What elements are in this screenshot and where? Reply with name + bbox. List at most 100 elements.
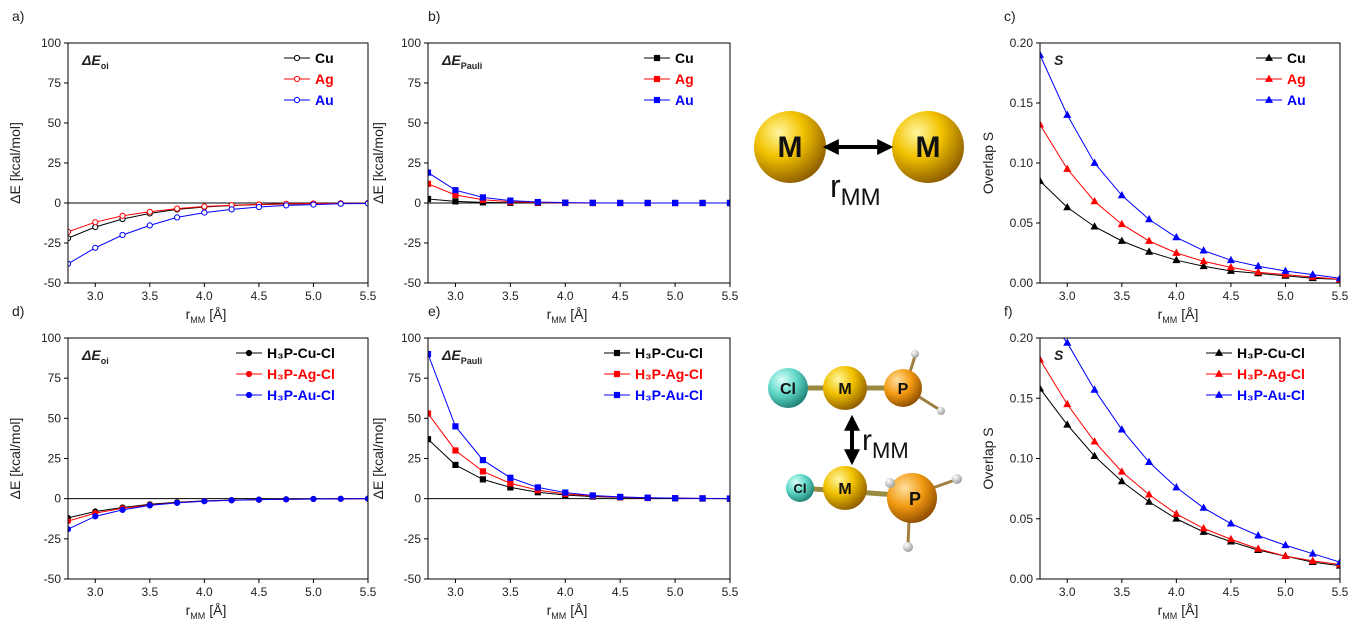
legend-marker (294, 55, 299, 60)
marker (1200, 505, 1206, 511)
marker (256, 497, 261, 502)
marker (311, 496, 316, 501)
series-line (428, 184, 730, 203)
x-tick-label: 5.5 (1332, 289, 1349, 303)
marker (508, 198, 513, 203)
x-axis-label-unit: [Å] (570, 306, 587, 322)
y-tick-label: -25 (44, 236, 62, 250)
chart: b)-50-2502550751003.03.54.04.55.05.5ΔE [… (370, 8, 739, 325)
series-line (1040, 181, 1340, 279)
marker (284, 203, 289, 208)
legend-label: H₃P-Ag-Cl (1237, 366, 1305, 382)
y-axis-label: ΔE [kcal/mol] (370, 122, 386, 204)
x-axis-label-sub: MM (551, 611, 566, 621)
marker (645, 495, 650, 500)
diagram-top: M M rMM (754, 111, 964, 211)
series-line (1040, 389, 1340, 566)
legend-marker (246, 371, 251, 376)
legend-label: Cu (675, 50, 694, 66)
x-tick-label: 4.5 (1223, 585, 1240, 599)
marker (672, 496, 677, 501)
y-tick-label: 75 (408, 371, 422, 385)
marker (1146, 498, 1152, 504)
legend-marker (614, 350, 619, 355)
series-line (1040, 125, 1340, 280)
x-axis-label-unit: [Å] (1181, 602, 1198, 618)
marker (1091, 223, 1097, 229)
panel-label: f) (1004, 303, 1013, 319)
y-tick-label: 0 (414, 492, 421, 506)
marker (202, 204, 207, 209)
marker (338, 201, 343, 206)
marker (284, 497, 289, 502)
x-axis-label-sub: MM (190, 611, 205, 621)
y-tick-label: 75 (48, 76, 62, 90)
marker (480, 477, 485, 482)
annotation-sub: oi (101, 61, 109, 71)
marker (480, 195, 485, 200)
y-tick-label: 100 (401, 36, 421, 50)
marker (453, 448, 458, 453)
marker (229, 207, 234, 212)
series-line (68, 499, 368, 518)
annotation: ΔEPauli (441, 52, 482, 71)
legend-label: Ag (315, 71, 334, 87)
marker (1064, 166, 1070, 172)
annotation: ΔE (81, 347, 101, 363)
marker (256, 204, 261, 209)
x-tick-label: 5.0 (1277, 585, 1294, 599)
x-axis-label: rMM[Å] (1158, 602, 1199, 621)
series-line (428, 414, 730, 499)
y-tick-label: 0.15 (1010, 96, 1034, 110)
marker (480, 469, 485, 474)
y-tick-label: 25 (48, 452, 62, 466)
y-tick-label: 100 (41, 331, 61, 345)
x-tick-label: 4.5 (251, 585, 268, 599)
x-tick-label: 3.0 (87, 585, 104, 599)
distance-label: r (830, 168, 841, 204)
marker (202, 210, 207, 215)
annotation: S (1054, 347, 1064, 363)
x-tick-label: 3.0 (1059, 289, 1076, 303)
marker (453, 462, 458, 467)
y-tick-label: 50 (48, 116, 62, 130)
panel-label: a) (12, 8, 24, 24)
chart: f)0.000.050.100.150.203.03.54.04.55.05.5… (980, 303, 1349, 621)
marker (174, 206, 179, 211)
annotation: ΔE (81, 52, 101, 68)
atom-label: P (909, 489, 921, 509)
marker (535, 199, 540, 204)
x-tick-label: 4.0 (196, 585, 213, 599)
x-tick-label: 3.5 (141, 289, 158, 303)
marker (1200, 247, 1206, 253)
legend-marker (246, 350, 251, 355)
annotation: ΔEPauli (441, 347, 482, 366)
x-tick-label: 4.5 (612, 289, 629, 303)
panel-label: d) (12, 303, 24, 319)
x-tick-label: 3.0 (447, 585, 464, 599)
x-tick-label: 3.5 (1113, 585, 1130, 599)
marker (311, 202, 316, 207)
legend-label: H₃P-Cu-Cl (1237, 345, 1305, 361)
y-tick-label: -25 (404, 236, 422, 250)
marker (508, 475, 513, 480)
y-axis-label: Overlap S (980, 132, 996, 194)
y-tick-label: -50 (44, 276, 62, 290)
x-axis-label-unit: [Å] (570, 602, 587, 618)
x-axis-label-sub: MM (190, 315, 205, 325)
x-tick-label: 4.5 (612, 585, 629, 599)
marker (1037, 304, 1043, 310)
marker (93, 245, 98, 250)
marker (1146, 238, 1152, 244)
legend-marker (654, 76, 659, 81)
marker (453, 188, 458, 193)
annotation-sub: oi (101, 356, 109, 366)
atom-label: Cl (794, 481, 807, 496)
atom (937, 407, 945, 415)
y-tick-label: 50 (408, 116, 422, 130)
y-axis-label: ΔE [kcal/mol] (7, 122, 23, 204)
y-axis-label: ΔE [kcal/mol] (370, 418, 386, 500)
atom-label: P (898, 381, 909, 398)
chart: a)-50-2502550751003.03.54.04.55.05.5ΔE [… (7, 8, 377, 325)
series-line (68, 499, 368, 521)
